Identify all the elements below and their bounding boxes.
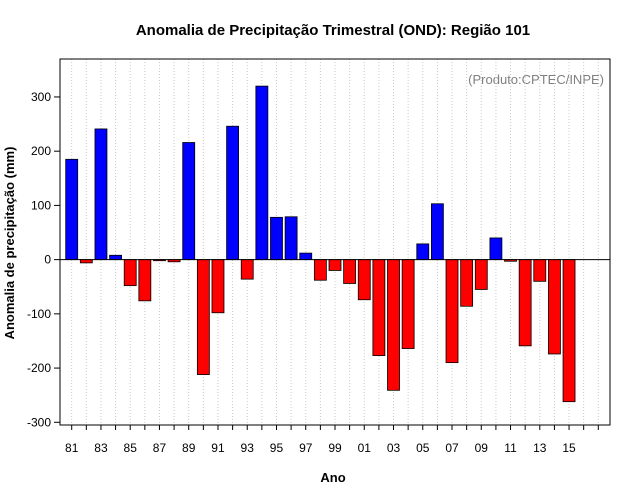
plot-frame [59, 58, 611, 426]
bar-2002 [372, 259, 386, 356]
bar-1991 [211, 259, 225, 314]
bar-2000 [343, 259, 357, 284]
x-tick-label: 89 [182, 441, 196, 455]
bar-1983 [94, 128, 108, 261]
y-tick-label: -100 [27, 307, 51, 321]
bar-2005 [416, 243, 430, 261]
bar-1985 [123, 259, 137, 287]
x-tick-label: 91 [211, 441, 225, 455]
x-tick-label: 93 [241, 441, 255, 455]
x-tick-label: 15 [562, 441, 576, 455]
bar-2015 [562, 259, 576, 403]
bars [65, 85, 576, 403]
x-tick-label: 81 [65, 441, 79, 455]
bar-1992 [226, 125, 240, 261]
credit-label: (Produto:CPTEC/INPE) [468, 72, 604, 87]
bar-1984 [109, 254, 122, 261]
y-tick-label: 200 [31, 144, 51, 158]
x-tick-label: 03 [387, 441, 401, 455]
y-tick-label: 100 [31, 198, 51, 212]
chart-title: Anomalia de Precipitação Trimestral (OND… [136, 22, 530, 39]
x-tick-label: 05 [416, 441, 430, 455]
bar-2004 [401, 259, 415, 349]
x-tick-label: 09 [475, 441, 489, 455]
bar-2008 [460, 259, 474, 307]
x-tick-label: 87 [153, 441, 167, 455]
bar-1990 [196, 259, 210, 375]
gridlines [71, 59, 599, 425]
bar-2001 [357, 259, 371, 301]
axes: -300 -200 -100 0 100 200 300 81 83 85 87 89 91 93 95 97… [27, 90, 610, 455]
x-tick-label: 07 [445, 441, 459, 455]
x-tick-label: 85 [124, 441, 138, 455]
y-axis-label: Anomalia de precipitação (mm) [2, 147, 17, 340]
x-tick-label: 13 [533, 441, 547, 455]
x-tick-label: 11 [504, 441, 517, 455]
bar-1998 [313, 259, 327, 281]
bar-1986 [138, 259, 152, 302]
bar-1999 [328, 259, 342, 271]
bar-1989 [182, 142, 196, 261]
bar-2010 [489, 237, 503, 261]
bar-1997 [299, 252, 313, 261]
x-tick-label: 97 [299, 441, 313, 455]
y-tick-label: -200 [27, 361, 51, 375]
x-tick-label: 95 [270, 441, 284, 455]
bar-1995 [270, 216, 283, 261]
bar-1981 [65, 158, 79, 261]
bar-1993 [240, 259, 254, 280]
bar-2012 [518, 259, 532, 347]
x-tick-label: 01 [358, 441, 372, 455]
x-axis-label: Ano [320, 470, 345, 485]
x-tick-label: 83 [94, 441, 108, 455]
y-tick-label: 300 [31, 90, 51, 104]
y-tick-label: -300 [27, 415, 51, 429]
bar-1994 [255, 85, 269, 261]
bar-2007 [445, 259, 459, 364]
bar-2006 [430, 203, 444, 261]
bar-2014 [548, 259, 561, 355]
y-tick-label: 0 [44, 253, 51, 267]
bar-2013 [533, 259, 547, 282]
bar-2009 [474, 259, 488, 290]
bar-2003 [387, 259, 400, 391]
bar-1996 [284, 216, 298, 261]
x-tick-label: 99 [328, 441, 342, 455]
